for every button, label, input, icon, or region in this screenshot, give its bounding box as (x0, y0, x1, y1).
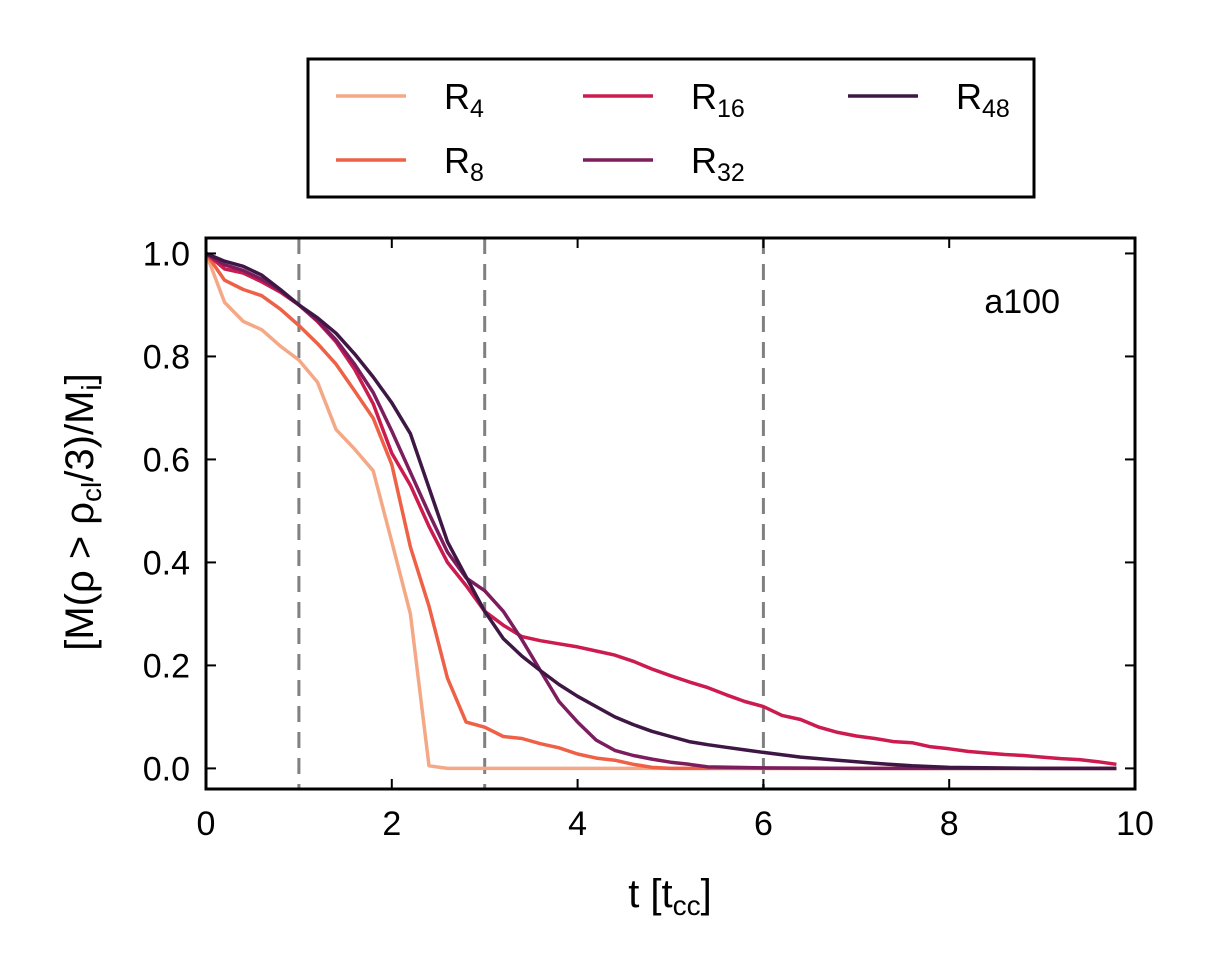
y-tick-label: 0.6 (143, 441, 190, 479)
y-axis-label-sub2: i (76, 384, 107, 390)
x-tick-label: 0 (197, 805, 216, 843)
y-tick-label: 0.4 (143, 544, 190, 582)
legend-label-r48: R48 (956, 76, 1010, 123)
y-tick-label: 0.2 (143, 647, 190, 685)
legend-label-r8: R8 (444, 140, 484, 187)
legend-label-r16: R16 (691, 76, 745, 123)
series-line-r48 (206, 251, 1117, 771)
y-tick-label: 1.0 (143, 235, 190, 273)
x-tick-label: 10 (1116, 805, 1154, 843)
y-axis-label-sub1: cl (76, 482, 107, 502)
series-line-r16 (206, 252, 1117, 767)
y-axis-label-part2: /3)/M (58, 391, 102, 482)
legend-frame (306, 57, 1036, 199)
y-tick-label: 0.0 (143, 750, 190, 788)
y-axis-label: [M(ρ > ρcl/3)/Mi] (58, 373, 107, 651)
legend: R4 R8 R16 R32 R48 (306, 57, 1036, 199)
legend-label-r32: R32 (691, 140, 745, 187)
series-line-r32 (206, 251, 1117, 771)
series-line-r4 (206, 252, 1117, 771)
x-tick-label: 4 (568, 805, 587, 843)
y-axis-label-part3: ] (58, 373, 102, 384)
x-tick-label: 8 (940, 805, 959, 843)
x-tick-label: 2 (382, 805, 401, 843)
x-axis-label-sub: cc (673, 890, 701, 921)
x-axis-label-main: t [t (628, 872, 672, 916)
series-line-r8 (206, 252, 1117, 771)
axes-frame (204, 236, 1137, 791)
x-tick-label: 6 (754, 805, 773, 843)
legend-label-r4: R4 (444, 76, 484, 123)
y-tick-label: 0.8 (143, 338, 190, 376)
y-axis-label-part1: [M(ρ > ρ (58, 502, 102, 651)
x-axis-label-end: ] (701, 872, 712, 916)
plot-area: 0 2 4 6 8 10 0.0 0.2 0.4 0.6 0.8 1.0 a100 (143, 235, 1154, 843)
x-axis-label: t [tcc] (628, 872, 712, 921)
annotation-label: a100 (984, 283, 1060, 321)
